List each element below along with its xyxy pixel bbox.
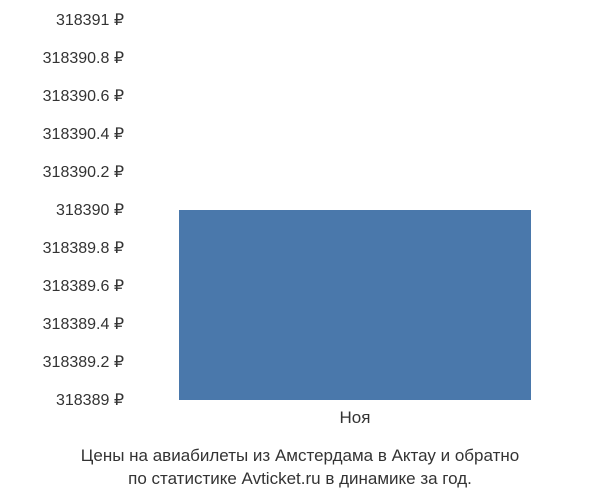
y-tick-label: 318390.6 ₽ [4,86,124,106]
y-tick-label: 318389 ₽ [4,390,124,410]
chart-caption: Цены на авиабилеты из Амстердама в Актау… [0,445,600,491]
y-tick-label: 318389.2 ₽ [4,352,124,372]
y-tick-label: 318389.8 ₽ [4,238,124,258]
y-tick-label: 318389.4 ₽ [4,314,124,334]
y-tick-label: 318390.4 ₽ [4,124,124,144]
y-tick-label: 318390.2 ₽ [4,162,124,182]
y-tick-label: 318390.8 ₽ [4,48,124,68]
y-tick-label: 318391 ₽ [4,10,124,30]
y-tick-label: 318390 ₽ [4,200,124,220]
bar-nov [179,210,531,400]
x-tick-label: Ноя [340,408,371,428]
price-chart: 318391 ₽ 318390.8 ₽ 318390.6 ₽ 318390.4 … [0,0,600,500]
caption-line-2: по статистике Avticket.ru в динамике за … [128,469,472,488]
y-tick-label: 318389.6 ₽ [4,276,124,296]
caption-line-1: Цены на авиабилеты из Амстердама в Актау… [81,446,519,465]
